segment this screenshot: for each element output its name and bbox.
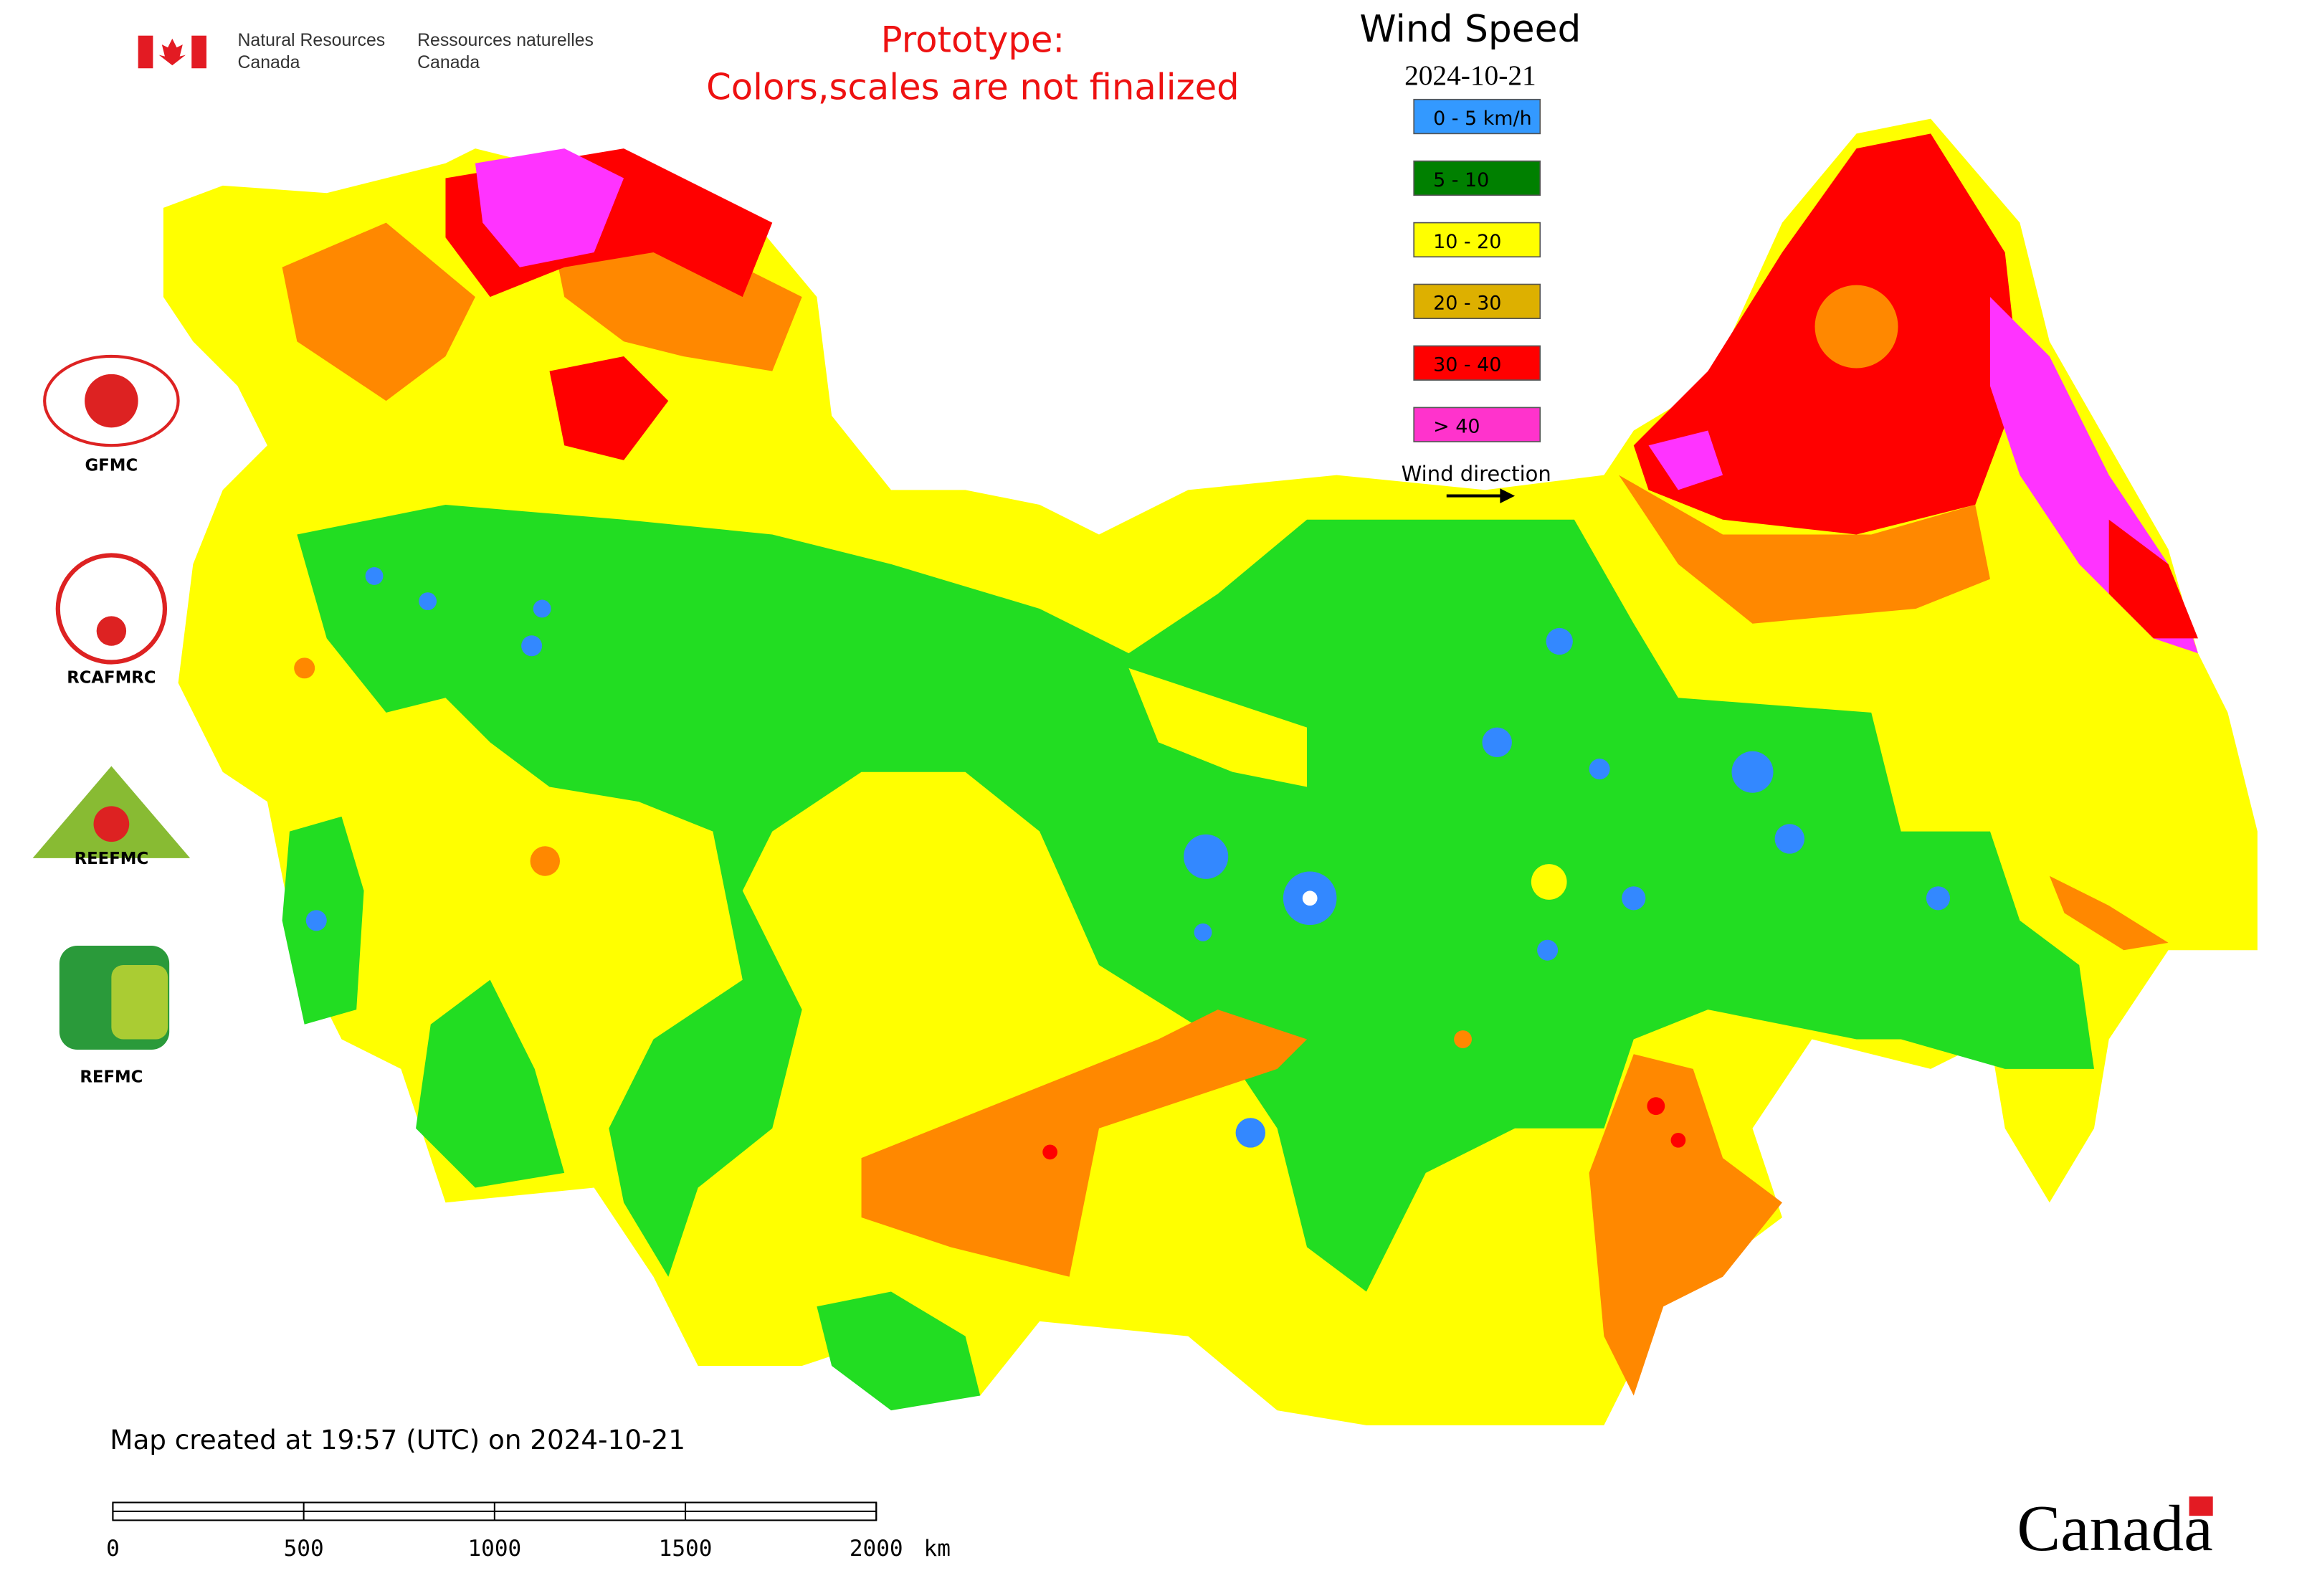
logo-label: REEFMC — [75, 850, 149, 868]
logo-reefmc — [32, 766, 191, 858]
scale-label: 1000 — [467, 1536, 521, 1562]
logo-rcafmrc — [55, 553, 168, 665]
logo-gfmc — [43, 354, 180, 447]
notice: Colors,scales are not finalized — [706, 67, 1240, 108]
legend-label: 10 - 20 — [1433, 231, 1501, 253]
legend-label: > 40 — [1433, 416, 1480, 438]
scale-label: 1500 — [659, 1536, 713, 1562]
legend: 0 - 5 km/h 5 - 10 10 - 20 20 - 30 30 - 40 > 4… — [1413, 98, 1541, 442]
notice: Prototype: — [881, 19, 1065, 60]
agency-fr: Canada — [417, 53, 480, 72]
wind-direction-label: Wind direction — [1402, 462, 1551, 486]
legend-date: 2024-10-21 — [1404, 60, 1536, 91]
legend-swatch — [1413, 98, 1541, 135]
wordmark-flag — [2189, 1496, 2213, 1516]
flag — [138, 35, 206, 69]
logo-label: RCAFMRC — [67, 669, 156, 688]
canada-wordmark: Canada — [2017, 1492, 2212, 1564]
legend-swatch — [1413, 222, 1541, 258]
legend-label: 20 - 30 — [1433, 293, 1501, 315]
legend-swatch — [1413, 407, 1541, 442]
scale-unit: km — [924, 1536, 951, 1562]
legend-swatch — [1413, 345, 1541, 381]
agency-en: Natural Resources — [237, 31, 385, 50]
logo-refmc — [59, 946, 170, 1050]
legend-swatch — [1413, 283, 1541, 319]
legend-label: 0 - 5 km/h — [1433, 108, 1532, 130]
legend-swatch — [1413, 160, 1541, 196]
scale-label: 0 — [106, 1536, 120, 1562]
legend-title: Wind Speed — [1359, 8, 1581, 51]
scale-label: 2000 — [850, 1536, 903, 1562]
wind-direction-arrow — [1446, 488, 1516, 503]
map — [163, 118, 2258, 1425]
legend-label: 5 - 10 — [1433, 169, 1489, 191]
agency-fr: Ressources naturelles — [417, 31, 594, 50]
agency-en: Canada — [237, 53, 300, 72]
scale-label: 500 — [284, 1536, 324, 1562]
logo-label: REFMC — [80, 1068, 143, 1087]
created-note: Map created at 19:57 (UTC) on 2024-10-21 — [110, 1424, 685, 1455]
scale-bar: 0 500 1000 1500 2000 km — [106, 1501, 951, 1562]
legend-label: 30 - 40 — [1433, 354, 1501, 376]
logo-label: GFMC — [85, 456, 138, 475]
